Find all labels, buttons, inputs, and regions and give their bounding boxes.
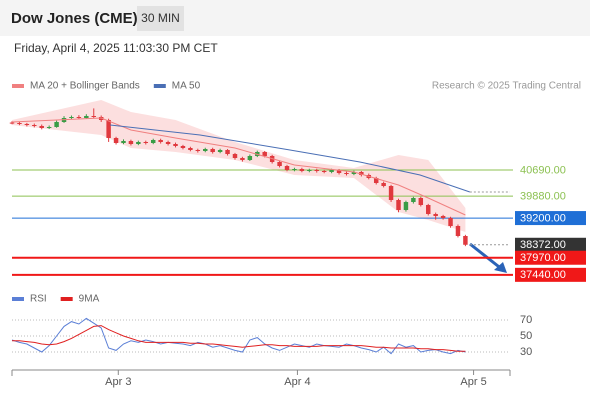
candle-body: [143, 142, 149, 143]
candle-body: [225, 150, 230, 154]
candle-body: [232, 154, 238, 158]
candle-body: [69, 117, 74, 118]
candle-body: [373, 178, 379, 183]
candle-body: [292, 169, 297, 170]
candle-body: [84, 116, 89, 118]
candle-body: [210, 149, 215, 152]
candle-body: [381, 183, 386, 186]
candle-body: [262, 152, 267, 156]
candle-body: [455, 226, 461, 236]
candle-body: [24, 124, 30, 125]
candle-body: [336, 170, 342, 173]
legend-label: 9MA: [79, 294, 100, 305]
level-label-box: [515, 250, 586, 265]
candle-body: [158, 140, 163, 142]
level-label: 38372.00: [520, 239, 566, 251]
level-label-box: [515, 267, 586, 282]
candle-body: [240, 158, 245, 160]
candle-body: [121, 141, 126, 143]
x-tick-label: Apr 4: [284, 376, 310, 388]
candle-body: [448, 218, 453, 226]
candle-body: [17, 123, 22, 124]
header-bar: [0, 0, 590, 36]
title: Dow Jones (CME): [11, 10, 138, 27]
candle-body: [46, 127, 52, 128]
level-label: 40690.00: [520, 164, 566, 176]
candle-body: [188, 148, 193, 150]
candle-body: [9, 122, 15, 124]
candle-body: [277, 162, 282, 166]
candle-body: [299, 169, 305, 171]
level-label: 37440.00: [520, 269, 566, 281]
candle-body: [32, 125, 37, 126]
candle-body: [195, 150, 201, 151]
x-tick-label: Apr 3: [105, 376, 131, 388]
candle-body: [314, 170, 319, 171]
legend-swatch: [12, 297, 24, 301]
candle-body: [329, 170, 334, 172]
moving-average: [110, 124, 471, 193]
candle-body: [418, 198, 424, 205]
candle-body: [113, 138, 119, 143]
interval: 30 MIN: [141, 11, 180, 25]
candle-body: [106, 120, 111, 138]
legend-swatch: [12, 84, 24, 88]
bollinger-band: [12, 100, 466, 232]
candle-body: [247, 156, 253, 160]
candle-body: [76, 117, 82, 118]
candle-body: [463, 236, 468, 245]
level-label-box: [515, 237, 586, 252]
candle-body: [91, 116, 96, 117]
candle-body: [396, 200, 401, 210]
candle-body: [403, 202, 409, 210]
candle-body: [284, 166, 290, 170]
candle-body: [217, 150, 223, 152]
y-tick-label: 50: [520, 330, 532, 342]
candle-body: [359, 172, 364, 175]
candle-body: [388, 186, 394, 200]
candle-body: [54, 122, 59, 127]
y-tick-label: 30: [520, 346, 532, 358]
moving-average: [11, 117, 466, 216]
legend-swatch: [60, 297, 73, 301]
indicator-line: [11, 317, 466, 355]
legend-label: MA 20 + Bollinger Bands: [30, 81, 140, 92]
level-label: 37970.00: [520, 252, 566, 264]
candle-body: [150, 140, 156, 143]
candle-body: [173, 144, 178, 146]
candle-body: [351, 172, 357, 174]
credit: Research © 2025 Trading Central: [432, 81, 581, 92]
level-label: 39200.00: [520, 212, 566, 224]
timestamp: Friday, April 4, 2025 11:03:30 PM CET: [14, 41, 218, 55]
candle-body: [440, 216, 446, 218]
candle-body: [344, 173, 349, 174]
candle-body: [39, 126, 44, 128]
candle-body: [433, 214, 438, 216]
candle-body: [136, 142, 141, 144]
level-label-box: [515, 211, 586, 226]
level-label: 39880.00: [520, 191, 566, 203]
legend-swatch: [153, 84, 166, 88]
legend-label: MA 50: [172, 81, 201, 92]
candle-body: [411, 198, 416, 202]
forecast-arrow-head: [494, 262, 507, 273]
candle-body: [165, 142, 171, 144]
y-tick-label: 70: [520, 314, 532, 326]
candle-body: [180, 146, 186, 148]
candle-body: [128, 141, 134, 144]
interval-badge: [137, 6, 184, 31]
candle-body: [307, 170, 312, 171]
candle-body: [426, 205, 431, 214]
candle-body: [203, 149, 208, 151]
x-tick-label: Apr 5: [460, 376, 486, 388]
indicator-line: [12, 325, 466, 352]
legend-label: RSI: [30, 294, 47, 305]
candle-body: [321, 171, 327, 172]
